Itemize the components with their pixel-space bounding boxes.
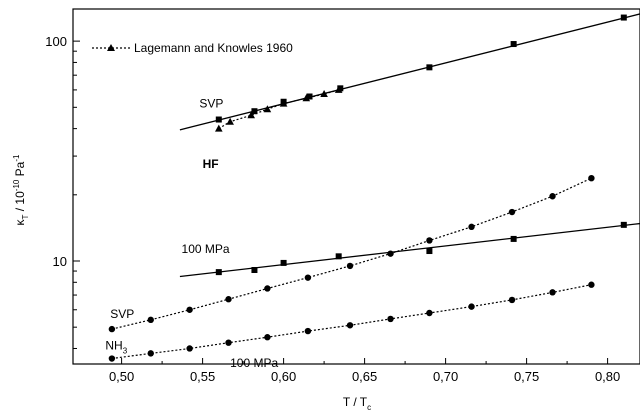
y-tick-label: 10 (53, 254, 67, 269)
annotation-text: SVP (199, 96, 223, 110)
data-point-circle (468, 223, 475, 231)
data-point-circle (108, 355, 116, 362)
series-3 (108, 174, 595, 333)
series-4 (108, 281, 595, 362)
data-point-square (280, 259, 287, 266)
annotation-label: 100 MPa (182, 242, 230, 256)
x-tick-label: 0,60 (271, 369, 296, 384)
annotation-label: NH3 (105, 339, 127, 356)
data-point-circle (387, 250, 394, 257)
legend-triangle-marker (107, 44, 115, 51)
data-point-circle (264, 285, 271, 292)
x-axis: 0,50 0,55 0,60 0,65 0,70 0,75 0,80 (109, 358, 620, 384)
annotation-label: 100 MPa (230, 356, 278, 370)
data-point-triangle (334, 85, 343, 93)
data-point-circle (186, 345, 193, 352)
x-tick-label: 0,50 (109, 369, 134, 384)
annotation-subscript: 3 (123, 347, 128, 356)
data-point-circle (426, 237, 433, 244)
series-1 (215, 85, 343, 132)
data-point-square (426, 64, 433, 71)
y-axis-title: κT / 10-10 Pa-1 (12, 154, 30, 225)
data-point-circle (346, 322, 354, 329)
data-point-square (335, 253, 342, 260)
annotation-text: HF (203, 157, 219, 171)
y-tick-label: 100 (45, 34, 67, 49)
data-point-square (337, 85, 344, 92)
data-point-circle (508, 296, 516, 304)
data-point-circle (108, 325, 116, 333)
annotation-label: HF (203, 157, 219, 171)
annotation-text: 100 MPa (230, 356, 278, 370)
plot-frame (72, 8, 640, 365)
data-point-triangle (263, 105, 272, 113)
legend: Lagemann and Knowles 1960 (92, 41, 293, 55)
data-point-triangle (279, 99, 288, 107)
data-point-circle (588, 174, 595, 182)
data-point-circle (508, 208, 516, 216)
data-point-circle (304, 274, 312, 281)
series-0 (179, 13, 640, 131)
data-point-circle (468, 303, 475, 310)
x-tick-label: 0,55 (190, 369, 215, 384)
data-point-circle (346, 262, 354, 270)
data-point-circle (264, 334, 271, 341)
annotation-label: SVP (199, 96, 223, 110)
data-point-circle (147, 350, 154, 357)
data-point-circle (225, 339, 232, 346)
x-axis-title: T / Tc (343, 395, 371, 412)
y-axis: 10 100 (45, 34, 80, 349)
annotations: SVP HF 100 MPa SVP NH3 100 MPa (105, 96, 278, 370)
x-tick-label: 0,75 (514, 369, 539, 384)
series-line (218, 89, 339, 130)
series-layer (108, 13, 640, 362)
data-point-circle (225, 296, 232, 303)
data-point-square (426, 248, 433, 255)
annotation-text: 100 MPa (182, 242, 230, 256)
data-point-triangle (320, 89, 328, 97)
data-point-triangle (226, 117, 234, 125)
data-point-square (510, 41, 517, 48)
fit-line (179, 222, 640, 278)
data-point-square (215, 116, 222, 123)
data-point-triangle (215, 124, 223, 132)
annotation-text: NH (105, 339, 122, 353)
annotation-text: SVP (110, 307, 134, 321)
data-point-circle (588, 281, 595, 288)
data-point-circle (549, 193, 556, 200)
data-point-circle (549, 289, 556, 296)
data-point-triangle (302, 94, 311, 102)
data-point-square (306, 93, 313, 100)
data-point-square (251, 108, 258, 115)
fit-line (179, 13, 640, 131)
x-tick-label: 0,70 (433, 369, 458, 384)
data-point-circle (304, 327, 312, 335)
series-line (111, 284, 592, 360)
data-point-square (620, 221, 627, 228)
data-point-circle (387, 315, 394, 323)
data-point-square (215, 269, 222, 276)
data-point-square (510, 235, 517, 242)
data-point-triangle (247, 111, 255, 119)
x-tick-label: 0,80 (595, 369, 620, 384)
data-point-circle (186, 306, 193, 313)
series-2 (179, 221, 640, 278)
data-point-circle (147, 316, 154, 324)
legend-label: Lagemann and Knowles 1960 (134, 41, 293, 55)
data-point-square (251, 266, 258, 273)
x-tick-label: 0,65 (352, 369, 377, 384)
annotation-label: SVP (110, 307, 134, 321)
data-point-circle (426, 309, 433, 317)
data-point-square (620, 14, 627, 21)
